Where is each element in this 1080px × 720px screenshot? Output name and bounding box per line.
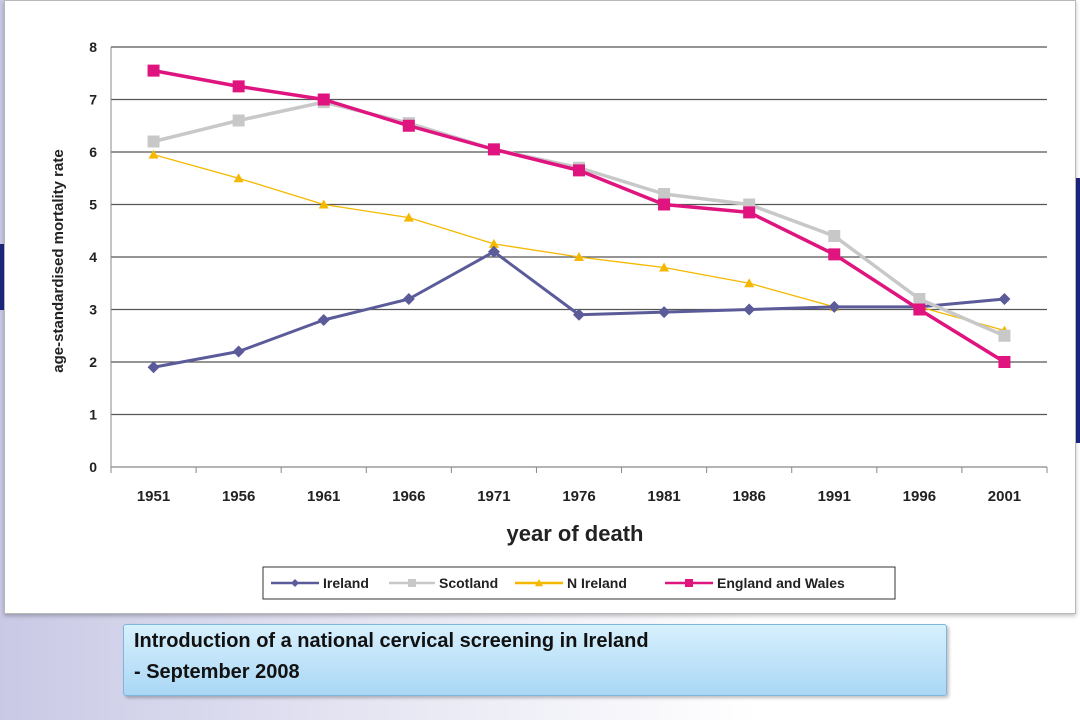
x-tick-label: 1991 xyxy=(818,488,851,505)
data-point xyxy=(487,143,500,156)
data-point xyxy=(487,245,500,258)
x-axis-label: year of death xyxy=(507,521,644,546)
x-tick-label: 1971 xyxy=(477,488,510,505)
legend-item: Scotland xyxy=(389,575,498,591)
y-tick-label: 2 xyxy=(89,354,97,370)
y-axis-label: age-standardised mortality rate xyxy=(50,149,67,372)
data-point xyxy=(402,293,415,305)
y-tick-label: 6 xyxy=(89,144,97,160)
series-england-and-wales xyxy=(147,64,1011,368)
right-accent-bar xyxy=(1075,178,1080,443)
data-point xyxy=(147,64,160,77)
data-point xyxy=(573,308,585,321)
x-tick-label: 1976 xyxy=(562,488,595,505)
legend-item: Ireland xyxy=(271,575,369,591)
caption-line-2: - September 2008 xyxy=(134,661,300,683)
data-point xyxy=(574,252,584,261)
x-tick-labels: 1951 1956 1961 1966 1971 1976 1981 1986 1991 1996… xyxy=(137,488,1021,505)
data-point xyxy=(232,80,245,93)
y-tick-label: 4 xyxy=(89,249,97,265)
data-point xyxy=(743,206,756,219)
legend-label: N Ireland xyxy=(567,575,627,591)
data-point xyxy=(828,248,841,261)
x-tick-label: 1956 xyxy=(222,488,255,505)
data-point xyxy=(913,303,926,316)
series-ireland xyxy=(147,245,1011,374)
data-point xyxy=(744,278,755,288)
data-point xyxy=(998,356,1011,368)
legend-label: Scotland xyxy=(439,575,498,591)
y-tick-labels: 0 1 2 3 4 5 6 7 8 xyxy=(89,39,97,475)
series-scotland xyxy=(147,96,1011,342)
legend-box xyxy=(262,566,896,600)
legend-label: Ireland xyxy=(323,575,369,591)
data-point xyxy=(317,314,330,326)
legend-label: England and Wales xyxy=(717,575,845,591)
x-tick-label: 1966 xyxy=(392,488,425,505)
legend: Ireland Scotland N Ireland England and Wale… xyxy=(262,566,896,600)
data-point xyxy=(828,300,841,313)
data-point xyxy=(402,119,415,132)
data-point xyxy=(998,293,1011,305)
series-lines xyxy=(147,64,1011,374)
data-point xyxy=(403,212,414,222)
data-point xyxy=(232,114,245,127)
legend-item: N Ireland xyxy=(515,575,627,591)
y-tick-label: 0 xyxy=(89,459,97,475)
y-tick-label: 7 xyxy=(89,92,97,108)
data-point xyxy=(998,329,1011,342)
data-point xyxy=(148,149,159,159)
data-point xyxy=(318,199,329,209)
left-accent-bar xyxy=(0,244,4,310)
series-line xyxy=(153,100,1006,338)
y-tick-label: 8 xyxy=(89,39,97,55)
data-point xyxy=(659,262,670,272)
y-tick-label: 1 xyxy=(89,407,97,423)
data-point xyxy=(147,135,160,148)
data-point xyxy=(828,230,841,242)
x-tick-label: 1961 xyxy=(307,488,340,505)
data-point xyxy=(743,303,756,316)
y-tick-label: 5 xyxy=(89,197,97,213)
data-point xyxy=(658,198,671,211)
data-point xyxy=(658,306,671,319)
data-point xyxy=(147,361,160,374)
caption-box: Introduction of a national cervical scre… xyxy=(123,624,947,696)
series-line xyxy=(153,153,1005,332)
x-tick-label: 1951 xyxy=(137,488,170,505)
x-tick-label: 1981 xyxy=(647,488,680,505)
data-point xyxy=(233,173,244,183)
data-point xyxy=(317,93,330,106)
caption-line-1: Introduction of a national cervical scre… xyxy=(134,630,649,652)
x-tick-label: 1996 xyxy=(903,488,936,505)
data-point xyxy=(488,238,499,248)
data-point xyxy=(232,345,245,358)
legend-item: England and Wales xyxy=(665,575,845,591)
data-point xyxy=(573,164,585,177)
data-point xyxy=(658,188,671,200)
x-tick-label: 2001 xyxy=(988,488,1021,505)
y-tick-label: 3 xyxy=(89,302,97,318)
x-tick-label: 1986 xyxy=(732,488,765,505)
data-point xyxy=(913,293,926,305)
